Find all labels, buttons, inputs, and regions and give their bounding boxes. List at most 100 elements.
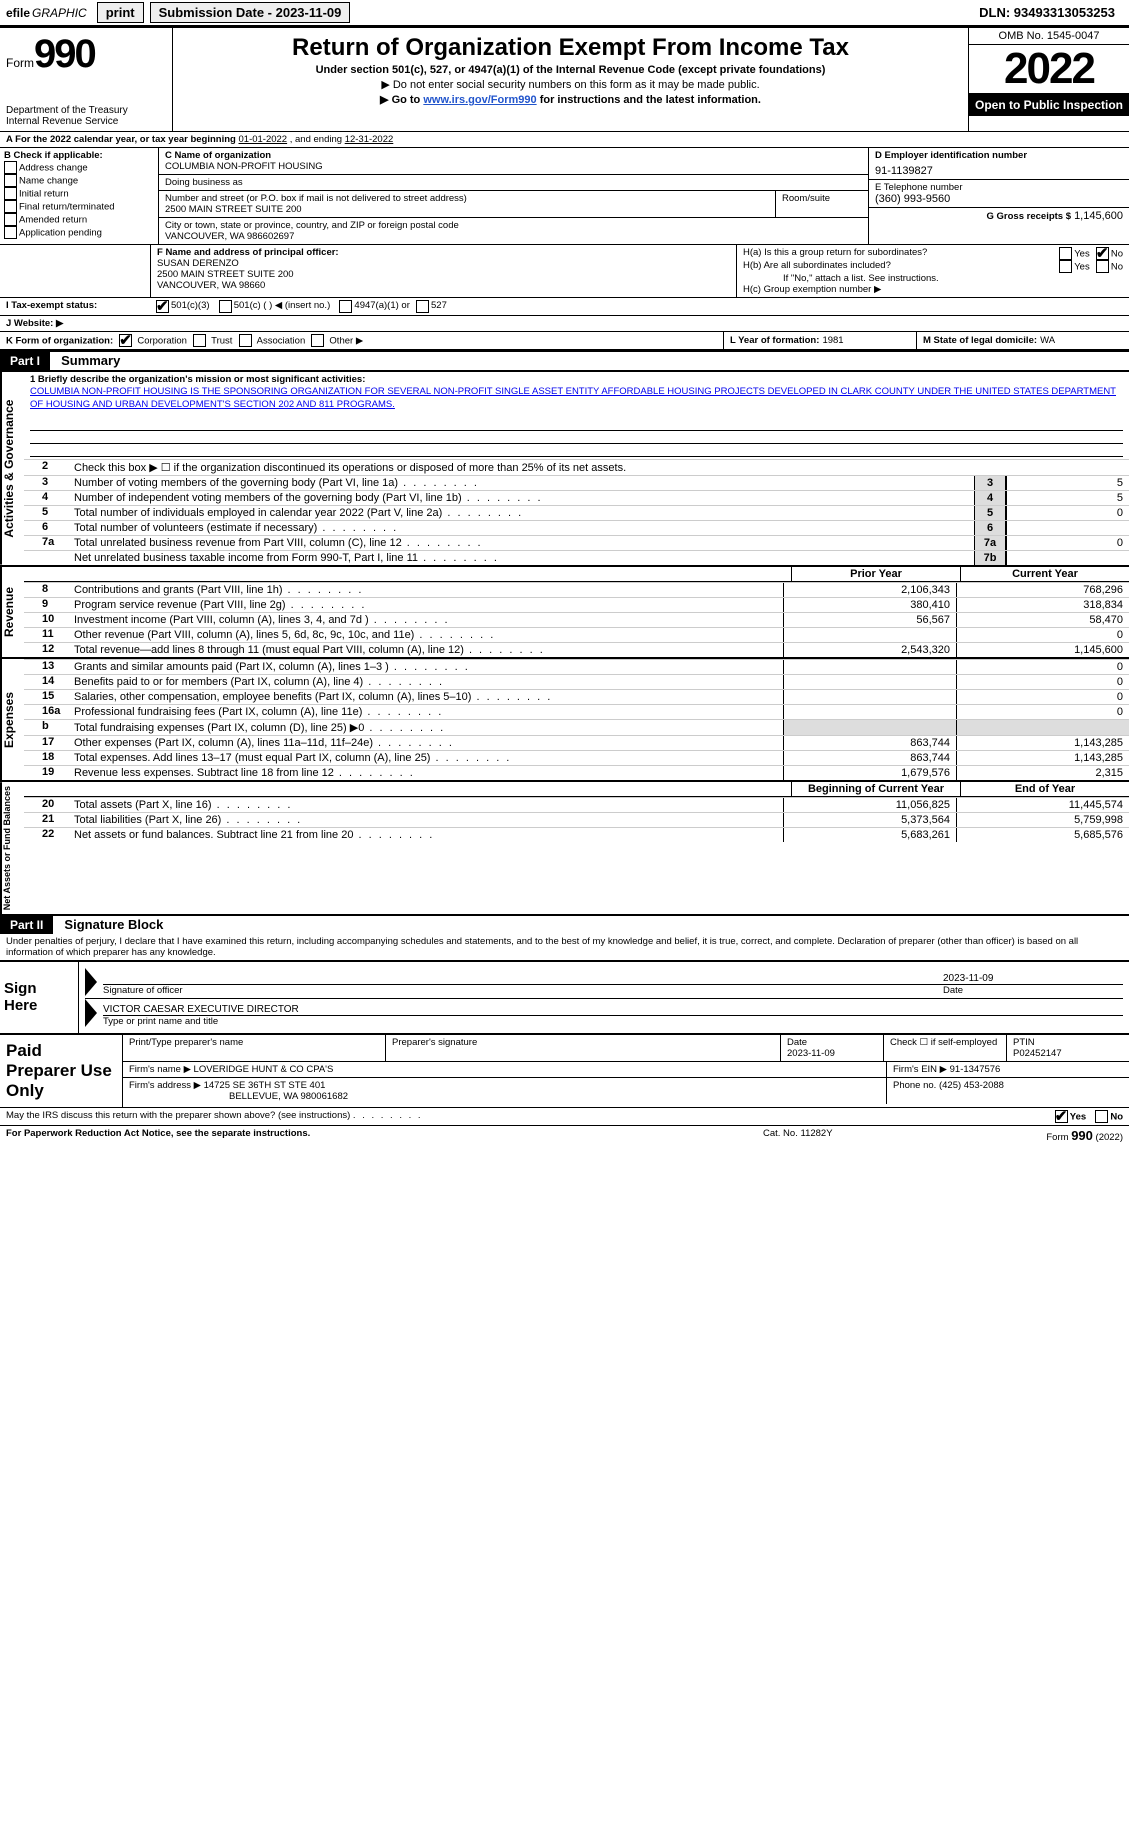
boxB-title: B Check if applicable: [4, 150, 154, 161]
prior-year-value: 5,683,261 [783, 828, 956, 842]
prior-year-value: 5,373,564 [783, 813, 956, 827]
box-h: H(a) Is this a group return for subordin… [737, 245, 1129, 297]
website-label: J Website: ▶ [6, 318, 63, 329]
vtab-expenses: Expenses [0, 659, 24, 780]
part-1-header-row: Part I Summary [0, 350, 1129, 370]
data-row: 16aProfessional fundraising fees (Part I… [24, 704, 1129, 719]
line-number: 19 [24, 766, 72, 780]
h-a-no-check[interactable] [1096, 247, 1109, 260]
line-box-num: 4 [974, 491, 1006, 505]
h-a-yes-check[interactable] [1059, 247, 1072, 260]
part1-label: Part I [0, 352, 50, 370]
label-final-return: Final return/terminated [19, 201, 115, 212]
line-desc: Total unrelated business revenue from Pa… [72, 536, 974, 550]
l-value: 1981 [822, 335, 843, 346]
current-year-value: 2,315 [956, 766, 1129, 780]
submission-date-button[interactable]: Submission Date - 2023-11-09 [150, 2, 351, 23]
form-right-col: OMB No. 1545-0047 2022 Open to Public In… [969, 28, 1129, 131]
data-row: 10Investment income (Part VIII, column (… [24, 612, 1129, 627]
form-number: 990 [34, 32, 95, 76]
current-year-value: 11,445,574 [956, 798, 1129, 812]
check-527[interactable] [416, 300, 429, 313]
row-klm: K Form of organization: Corporation Trus… [0, 332, 1129, 350]
line-number: 7a [24, 536, 72, 550]
firm-phone-value: (425) 453-2088 [939, 1080, 1004, 1091]
mission-link[interactable]: COLUMBIA NON-PROFIT HOUSING IS THE SPONS… [30, 386, 1116, 410]
line-desc: Contributions and grants (Part VIII, lin… [72, 583, 783, 597]
firm-ein-label: Firm's EIN ▶ [893, 1064, 947, 1075]
data-row: 17Other expenses (Part IX, column (A), l… [24, 735, 1129, 750]
label-501c: 501(c) ( ) ◀ (insert no.) [234, 300, 331, 313]
check-assoc[interactable] [239, 334, 252, 347]
check-501c3[interactable] [156, 300, 169, 313]
prior-year-value [783, 690, 956, 704]
check-trust[interactable] [193, 334, 206, 347]
section-net-assets: Net Assets or Fund Balances Beginning of… [0, 780, 1129, 914]
box-b: B Check if applicable: Address change Na… [0, 148, 159, 244]
rowA-mid: , and ending [290, 134, 345, 145]
check-final-return[interactable] [4, 200, 17, 213]
rowA-end: 12-31-2022 [345, 134, 394, 145]
prior-year-value: 863,744 [783, 736, 956, 750]
line-desc: Net unrelated business taxable income fr… [72, 551, 974, 565]
section-revenue: Revenue Prior Year Current Year 8Contrib… [0, 565, 1129, 657]
line-number: 11 [24, 628, 72, 642]
check-501c[interactable] [219, 300, 232, 313]
preparer-date-label: Date [787, 1037, 877, 1048]
line-value [1006, 551, 1129, 565]
vtab-net-assets: Net Assets or Fund Balances [0, 782, 24, 914]
line-number: 16a [24, 705, 72, 719]
line-number: 22 [24, 828, 72, 842]
omb-number: OMB No. 1545-0047 [969, 28, 1129, 45]
part1-title: Summary [61, 353, 120, 368]
room-label: Room/suite [782, 193, 862, 204]
dln-label: DLN: 93493313053253 [971, 3, 1123, 22]
prior-year-value: 56,567 [783, 613, 956, 627]
box-deg: D Employer identification number 91-1139… [869, 148, 1129, 244]
h-a-label: H(a) Is this a group return for subordin… [743, 247, 1013, 260]
sign-date-label: Date [943, 984, 1123, 996]
perjury-declaration: Under penalties of perjury, I declare th… [0, 934, 1129, 960]
form-center-col: Return of Organization Exempt From Incom… [173, 28, 969, 131]
phone-value: (360) 993-9560 [875, 193, 1123, 205]
m-value: WA [1040, 335, 1055, 346]
check-name-change[interactable] [4, 174, 17, 187]
h-b-yes-check[interactable] [1059, 260, 1072, 273]
h-b-yes-label: Yes [1074, 261, 1090, 272]
gov-row: 2Check this box ▶ ☐ if the organization … [24, 459, 1129, 475]
i-label: I Tax-exempt status: [6, 300, 156, 313]
discuss-yes-check[interactable] [1055, 1110, 1068, 1123]
label-application-pending: Application pending [19, 227, 102, 238]
officer-printed-name: VICTOR CAESAR EXECUTIVE DIRECTOR [103, 1004, 1123, 1015]
mission-text[interactable]: COLUMBIA NON-PROFIT HOUSING IS THE SPONS… [30, 385, 1123, 412]
check-address-change[interactable] [4, 161, 17, 174]
print-button[interactable]: print [97, 2, 144, 23]
check-application-pending[interactable] [4, 226, 17, 239]
line-number: 13 [24, 660, 72, 674]
current-year-value: 0 [956, 690, 1129, 704]
line-number: 6 [24, 521, 72, 535]
check-corp[interactable] [119, 334, 132, 347]
line-desc: Other revenue (Part VIII, column (A), li… [72, 628, 783, 642]
h-b-no-check[interactable] [1096, 260, 1109, 273]
open-to-public-label: Open to Public Inspection [969, 94, 1129, 116]
check-4947[interactable] [339, 300, 352, 313]
pra-notice: For Paperwork Reduction Act Notice, see … [6, 1128, 763, 1143]
check-amended-return[interactable] [4, 213, 17, 226]
prior-year-value: 11,056,825 [783, 798, 956, 812]
line-number: 9 [24, 598, 72, 612]
discuss-no-check[interactable] [1095, 1110, 1108, 1123]
check-initial-return[interactable] [4, 187, 17, 200]
line-number [24, 551, 72, 565]
line-desc: Other expenses (Part IX, column (A), lin… [72, 736, 783, 750]
footer-row: For Paperwork Reduction Act Notice, see … [0, 1126, 1129, 1145]
prior-year-value [783, 628, 956, 642]
line-number: 4 [24, 491, 72, 505]
instructions-link[interactable]: www.irs.gov/Form990 [423, 94, 536, 106]
line-number: 12 [24, 643, 72, 657]
check-other[interactable] [311, 334, 324, 347]
label-address-change: Address change [19, 162, 88, 173]
m-label: M State of legal domicile: [923, 335, 1037, 346]
section-activities-governance: Activities & Governance 1 Briefly descri… [0, 370, 1129, 565]
prior-year-value [783, 720, 956, 735]
